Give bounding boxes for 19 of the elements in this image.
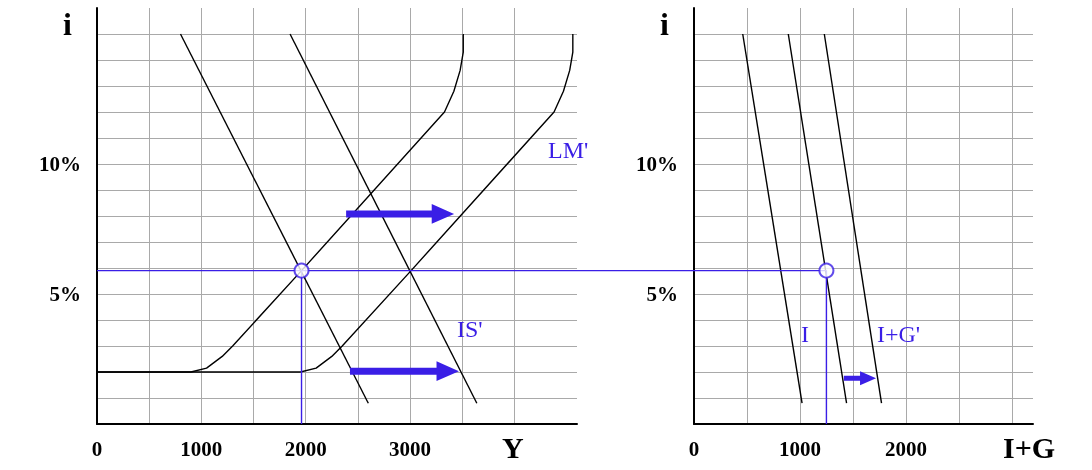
x-axis-title: I+G: [1003, 430, 1056, 464]
y-tick-label: 5%: [49, 282, 81, 306]
y-tick-label: 10%: [39, 152, 81, 176]
y-axis-title: i: [660, 6, 669, 42]
x-tick-label: 0: [688, 436, 700, 461]
annotation: LM': [548, 137, 589, 163]
annotation: I: [801, 321, 809, 347]
annotation: IS': [457, 316, 483, 342]
x-tick-label: 0: [91, 436, 103, 461]
x-tick-label: 3000: [389, 436, 432, 461]
x-tick-label: 2000: [284, 436, 327, 461]
x-tick-label: 1000: [180, 436, 223, 461]
x-tick-label: 2000: [884, 436, 927, 461]
x-tick-label: 1000: [778, 436, 821, 461]
x-axis-title: Y: [502, 430, 524, 464]
y-tick-label: 5%: [646, 282, 678, 306]
y-tick-label: 10%: [636, 152, 678, 176]
annotation: I+G': [877, 321, 921, 347]
y-axis-title: i: [63, 6, 72, 42]
